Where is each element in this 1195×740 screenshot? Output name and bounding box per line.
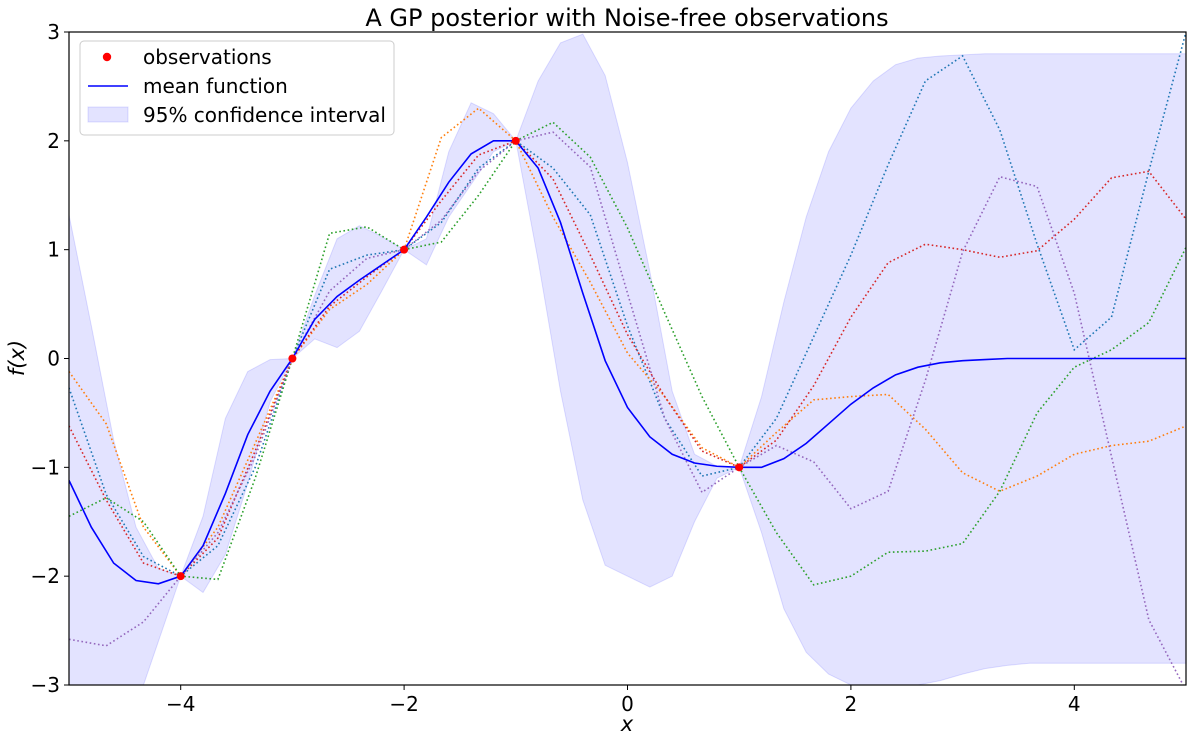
y-tick-label: −3 [31,673,60,697]
legend-observations-marker [102,52,112,62]
plot-area [69,32,1186,685]
y-tick-label: 0 [47,347,60,371]
x-tick-label: −4 [166,692,195,716]
x-tick-label: 4 [1068,692,1081,716]
observation-point [735,463,744,472]
observation-point [400,245,409,254]
mean-function-line [69,140,1186,585]
observation-points [176,136,744,581]
observation-point [288,354,297,363]
confidence-interval-band [69,33,1186,685]
sample-line-3 [69,121,1186,586]
chart-title: A GP posterior with Noise-free observati… [365,4,888,32]
y-tick-label: 3 [47,20,60,44]
y-tick-label: 2 [47,129,60,153]
legend-confidence-label: 95% confidence interval [143,103,386,127]
sample-line-4 [69,139,1186,578]
legend-box [79,40,395,136]
x-axis-label: x [620,712,634,736]
y-tick-label: −2 [31,564,60,588]
y-tick-label: 1 [47,238,60,262]
legend: observations mean function 95% confidenc… [79,40,395,136]
observation-point [511,136,520,145]
x-tick-label: −2 [389,692,418,716]
y-tick-label: −1 [31,455,60,479]
legend-mean-function-label: mean function [143,74,288,98]
x-tick-label: 0 [621,692,634,716]
posterior-samples [69,32,1186,685]
y-axis-label: f(x) [5,340,29,376]
x-tick-label: 2 [845,692,858,716]
y-axis-ticks: −3 −2 −1 0 1 2 3 [31,20,69,697]
legend-observations-label: observations [143,45,272,69]
sample-line-1 [69,32,1186,578]
legend-confidence-swatch [87,106,129,123]
observation-point [176,572,185,581]
x-axis-ticks: −4 −2 0 2 4 [166,685,1081,716]
